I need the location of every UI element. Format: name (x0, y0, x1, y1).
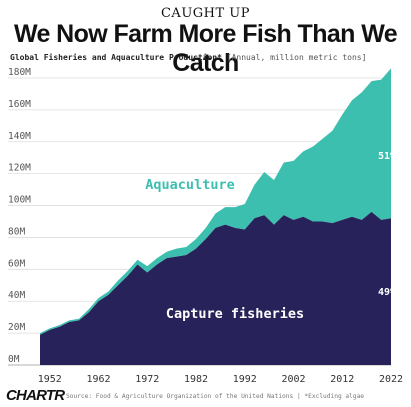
chart-kicker: CAUGHT UP (160, 6, 251, 21)
x-tick-label: 1962 (86, 374, 110, 385)
chart-title: We Now Farm More Fish Than We Catch (13, 20, 398, 77)
y-tick-label: 20M (8, 322, 25, 333)
subtitle-units: [Annual, million metric tons] (226, 53, 367, 62)
y-tick-label: 140M (8, 131, 31, 142)
y-tick-label: 80M (8, 226, 25, 237)
x-tick-label: 1992 (233, 374, 257, 385)
y-tick-label: 60M (8, 258, 25, 269)
x-tick-label: 1952 (38, 374, 62, 385)
y-tick-label: 180M (8, 67, 31, 78)
chartr-logo: CHARTR (6, 387, 65, 404)
y-tick-label: 0M (8, 354, 20, 365)
y-tick-label: 40M (8, 290, 25, 301)
aquaculture-share-label: 51% (378, 151, 396, 162)
aquaculture-area-label: Aquaculture (145, 177, 234, 193)
subtitle-main: Global Fisheries and Aquaculture Product… (10, 53, 222, 62)
y-tick-label: 100M (8, 195, 31, 206)
y-tick-label: 160M (8, 99, 31, 110)
chart-subtitle: Global Fisheries and Aquaculture Product… (10, 53, 366, 62)
x-tick-label: 1972 (135, 374, 159, 385)
y-tick-label: 120M (8, 163, 31, 174)
source-note: Source: Food & Agriculture Organization … (66, 393, 365, 400)
aquaculture-area (40, 68, 391, 335)
chart-footer: CHARTR Source: Food & Agriculture Organi… (0, 385, 411, 407)
capture-share-label: 49% (378, 287, 396, 298)
x-tick-label: 1982 (184, 374, 208, 385)
capture-area-label: Capture fisheries (166, 306, 304, 322)
x-tick-label: 2002 (281, 374, 305, 385)
capture-area (40, 211, 391, 365)
x-tick-label: 2022 (379, 374, 403, 385)
x-tick-label: 2012 (330, 374, 354, 385)
